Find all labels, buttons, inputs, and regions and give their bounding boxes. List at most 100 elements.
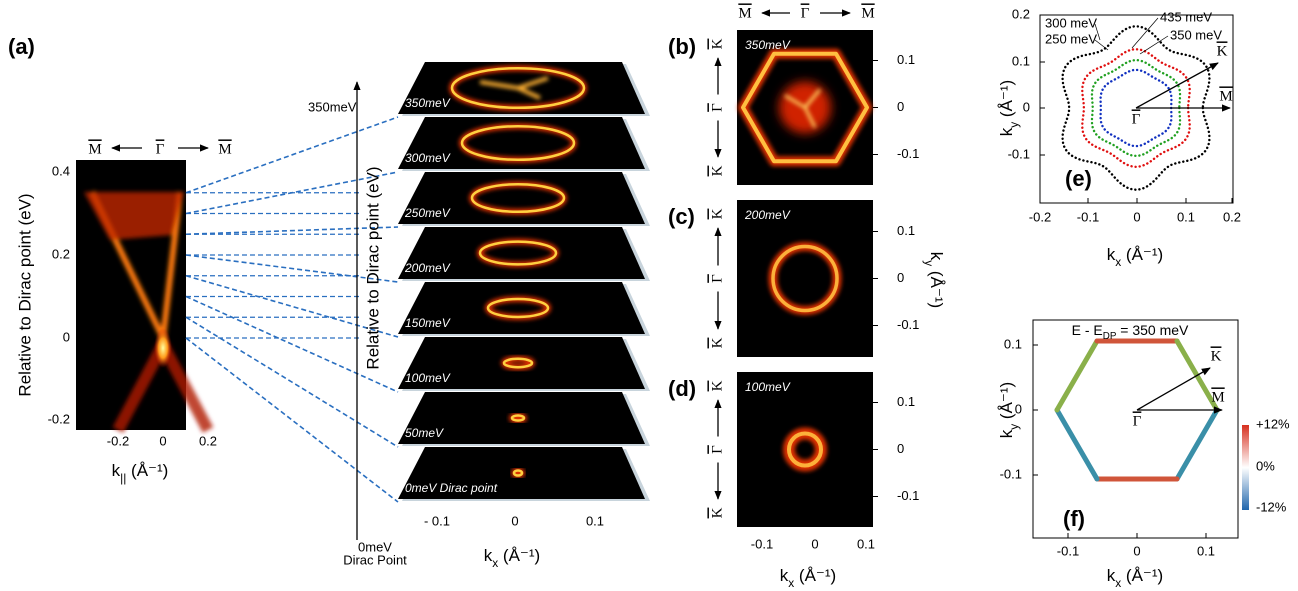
y-axis-label: Relative to Dirac point (eV) [15,193,34,396]
x-tick-label: 0 [159,433,166,448]
legend-leader [1132,18,1158,48]
x-tick-label: -0.1 [1077,209,1099,224]
x-tick-label: -0.2 [1029,209,1051,224]
y-tick-label: 0.1 [1004,336,1022,351]
slice-energy: 100meV [405,371,451,385]
x-axis-label: kx (Å⁻¹) [1107,566,1163,590]
y-tick-label: -0.1 [1008,146,1030,161]
colorbar-label: -12% [1256,499,1287,514]
x-tick-label: -0.1 [751,536,773,551]
symmetry-label: K [709,337,725,348]
x-tick-label: - 0.1 [424,513,450,528]
y-tick-label: 0.2 [1012,6,1030,21]
fermi-surface-map [737,372,873,527]
axis-bottom-label: Dirac Point [343,552,407,567]
x-tick-label: 0.2 [199,433,217,448]
legend-entry: 300 meV [1045,15,1097,30]
panel-label: (f) [1063,506,1085,531]
x-axis-label-unit: (Å⁻¹) [1121,245,1163,264]
panel-title-sub: DP [1103,331,1117,342]
x-tick-label: 0 [511,513,518,528]
slice-energy: 350meV [405,96,451,110]
x-axis-label-unit: (Å⁻¹) [1121,566,1163,585]
y-axis-label-unit: (Å⁻¹) [997,382,1016,424]
slice-energy: 150meV [405,316,451,330]
x-tick-label: 0 [1133,209,1140,224]
y-axis-label: ky (Å⁻¹) [997,80,1021,136]
map-energy: 350meV [745,38,791,52]
y-tick-label: -0.1 [897,488,919,503]
symmetry-label: K [709,165,725,176]
x-axis-label-unit: (Å⁻¹) [126,461,168,480]
symmetry-label: Γ [709,103,725,112]
map-energy: 200meV [744,208,791,222]
panel-title-base: E - E [1072,322,1103,338]
x-tick-label: 0.1 [586,513,604,528]
symmetry-label: M [861,5,874,21]
symmetry-label: M [88,141,101,157]
symmetry-label: K [709,38,725,49]
x-tick-label: 0.1 [1177,209,1195,224]
y-tick-label: 0 [897,270,904,285]
symmetry-label: M [1219,88,1232,104]
symmetry-label: Γ [801,5,810,21]
y-tick-label: 0 [1023,99,1030,114]
hexagon-edge [1057,341,1097,410]
legend-entry: 350 meV [1170,27,1222,42]
symmetry-label: K [709,507,725,518]
symmetry-label: M [738,5,751,21]
y-axis-label: ky (Å⁻¹) [922,252,946,308]
y-tick-label: -0.1 [1000,466,1022,481]
y-tick-label: -0.1 [897,317,919,332]
symmetry-label: Γ [1133,413,1142,429]
y-tick-label: -0.2 [48,411,70,426]
hexagon-edge [1177,410,1217,479]
y-tick-label: -0.1 [897,146,919,161]
panel-label: (d) [668,376,696,401]
x-axis-label: kx (Å⁻¹) [780,566,836,590]
arrow [1137,368,1210,410]
slice-energy: 50meV [405,426,444,440]
symmetry-label: K [709,208,725,219]
colorbar [1242,425,1249,510]
y-axis-label-unit: (Å⁻¹) [997,80,1016,122]
y-axis-label: Relative to Dirac point (eV) [363,166,382,369]
y-tick-label: 0 [897,99,904,114]
symmetry-label: K [1217,43,1228,59]
x-axis-label-unit: (Å⁻¹) [498,546,540,565]
legend-entry: 435 meV [1160,9,1212,24]
fermi-surface-map [737,200,873,357]
colorbar-label: +12% [1256,416,1290,431]
x-tick-label: 0 [1133,543,1140,558]
slice-energy: 0meV Dirac point [405,481,498,495]
symmetry-label: M [218,141,231,157]
symmetry-label: Γ [1132,111,1141,127]
panel-label: (b) [668,34,696,59]
x-tick-label: 0.1 [857,536,875,551]
slice-energy: 300meV [405,151,451,165]
y-tick-label: 0 [897,441,904,456]
panel-label: (e) [1065,166,1092,191]
x-tick-label: 0 [811,536,818,551]
slice-energy: 250meV [404,206,451,220]
symmetry-label: M [1211,389,1224,405]
y-tick-label: 0.1 [1012,53,1030,68]
map-energy: 100meV [745,380,791,394]
y-tick-label: 0 [63,329,70,344]
x-axis-label: kx (Å⁻¹) [1107,245,1163,269]
y-tick-label: 0.1 [897,394,915,409]
symmetry-label: K [1211,348,1222,364]
x-axis-label: k|| (Å⁻¹) [112,461,169,485]
symmetry-label: K [709,380,725,391]
y-axis-label-unit: (Å⁻¹) [927,266,946,308]
x-tick-label: -0.2 [107,433,129,448]
y-tick-label: 0.4 [52,163,70,178]
symmetry-label: Γ [709,274,725,283]
x-axis-label: kx (Å⁻¹) [484,546,540,570]
symmetry-label: Γ [709,445,725,454]
y-tick-label: 0.1 [897,223,915,238]
y-tick-label: 0.2 [52,246,70,261]
figure: (a)MΓM0.40.20-0.2-0.200.2Relative to Dir… [0,0,1298,591]
symmetry-label: Γ [156,141,165,157]
legend-entry: 250 meV [1045,31,1097,46]
